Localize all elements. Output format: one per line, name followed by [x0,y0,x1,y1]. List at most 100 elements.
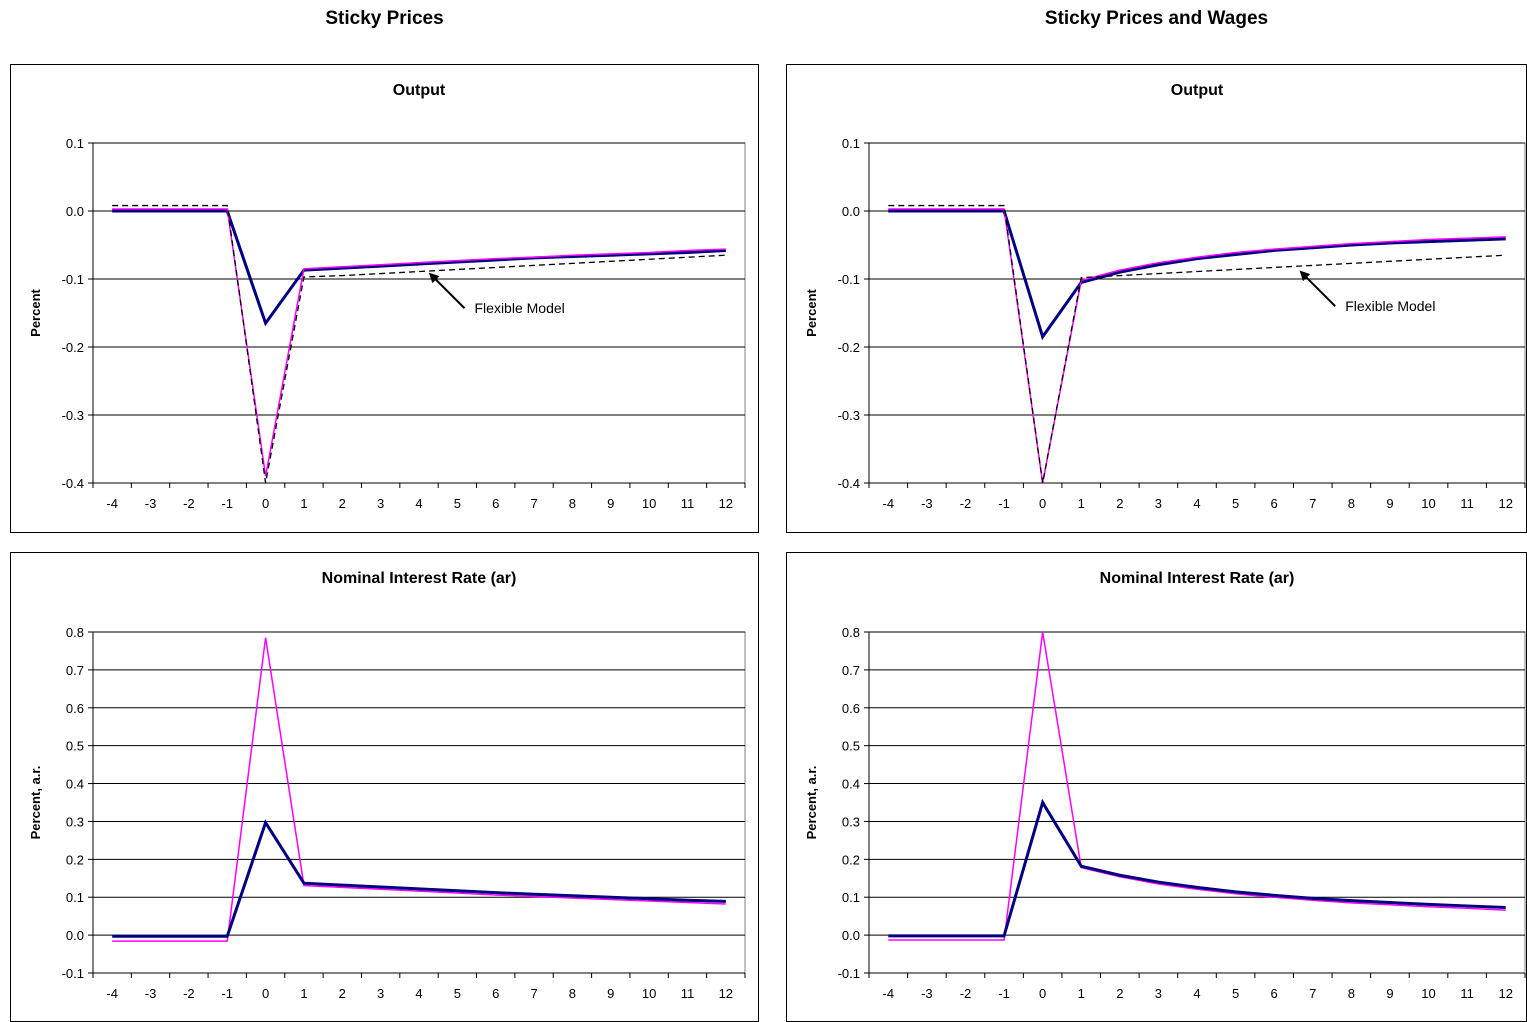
y-tick-label: 0.0 [842,928,860,943]
x-tick-label: 3 [377,986,384,1001]
x-tick-label: 8 [569,496,576,511]
x-tick-label: 5 [1232,986,1239,1001]
series-line-magenta-thin [112,208,726,477]
x-tick-label: 10 [642,986,656,1001]
y-tick-label: 0.6 [66,701,84,716]
x-tick-label: 2 [1116,496,1123,511]
x-tick-label: 5 [1232,496,1239,511]
y-axis-label: Percent [804,288,819,336]
y-axis-label: Percent, a.r. [804,766,819,840]
series-line-navy-thick [888,798,1506,938]
y-tick-label: 0.8 [66,625,84,640]
x-tick-label: 0 [262,986,269,1001]
column-title-sticky-prices-and-wages: Sticky Prices and Wages [1044,8,1269,29]
y-tick-label: 0.2 [842,852,860,867]
x-tick-label: 3 [1155,986,1162,1001]
x-tick-label: 3 [1155,496,1162,511]
y-tick-label: 0.7 [66,663,84,678]
x-tick-label: -4 [106,986,118,1001]
y-tick-label: -0.2 [62,340,84,355]
x-tick-label: -2 [183,986,195,1001]
x-tick-label: 11 [681,496,695,511]
column-title-sticky-prices: Sticky Prices [325,8,444,29]
x-tick-label: 9 [1386,496,1393,511]
x-tick-label: 10 [1421,496,1435,511]
chart-frame [10,552,759,1022]
x-tick-label: -1 [998,496,1010,511]
x-tick-label: 9 [607,496,614,511]
series-line-navy-thick [112,819,726,938]
x-tick-label: 11 [1460,986,1474,1001]
x-tick-label: 12 [719,986,733,1001]
x-tick-label: 5 [454,496,461,511]
annotation-arrow [1299,270,1336,307]
x-tick-label: -4 [883,986,895,1001]
x-tick-label: 8 [1348,986,1355,1001]
series-line-navy-thick [112,209,726,327]
y-tick-label: 0.5 [66,739,84,754]
x-tick-label: -3 [145,496,157,511]
x-tick-label: 2 [1116,986,1123,1001]
chart-interest-rate-sticky-prices-and-wages: Nominal Interest Rate (ar) 0.8 0.7 0.6 0.5 0.… [786,552,1527,1022]
x-tick-label: 8 [569,986,576,1001]
x-tick-label: 5 [454,986,461,1001]
y-tick-label: 0.4 [66,777,84,792]
x-tick-label: 4 [415,986,422,1001]
y-tick-label: 0.8 [842,625,860,640]
y-tick-label: -0.4 [62,476,84,491]
x-tick-label: 12 [719,496,733,511]
x-tick-label: 1 [1078,986,1085,1001]
x-tick-label: -1 [998,986,1010,1001]
x-tick-label: -4 [106,496,118,511]
y-tick-label: 0.2 [66,852,84,867]
y-tick-label: 0.0 [66,928,84,943]
y-tick-label: 0.6 [842,701,860,716]
x-tick-label: -2 [960,496,972,511]
x-tick-label: 7 [530,986,537,1001]
y-tick-label: 0.4 [842,777,860,792]
x-tick-label: 6 [492,496,499,511]
series-line-magenta-thin [888,208,1506,484]
y-tick-label: 0.1 [66,136,84,151]
y-tick-label: 0.0 [842,204,860,219]
x-tick-label: 0 [1039,496,1046,511]
x-tick-label: 0 [262,496,269,511]
y-tick-label: -0.1 [62,966,84,981]
x-tick-label: -3 [921,986,933,1001]
x-tick-label: -4 [883,496,895,511]
x-tick-label: 6 [1271,496,1278,511]
y-tick-label: -0.4 [838,476,860,491]
x-tick-label: 12 [1498,496,1512,511]
series-line-black-dashed [888,204,1506,484]
x-tick-label: 4 [415,496,422,511]
y-tick-label: 0.3 [842,814,860,829]
series-line-black-dashed [112,204,726,484]
x-tick-label: 7 [530,496,537,511]
x-tick-label: -1 [221,986,233,1001]
x-tick-label: 4 [1193,986,1200,1001]
series-line-magenta-thin [112,637,726,942]
y-tick-label: -0.1 [62,272,84,287]
x-tick-label: 3 [377,496,384,511]
chart-title: Nominal Interest Rate (ar) [1100,570,1295,587]
y-tick-label: 0.0 [66,204,84,219]
y-axis-label: Percent [28,288,43,336]
y-tick-label: 0.7 [842,663,860,678]
chart-title: Output [1171,82,1224,99]
x-tick-label: -3 [145,986,157,1001]
x-tick-label: 1 [1078,496,1085,511]
y-tick-label: -0.3 [838,408,860,423]
x-tick-label: 6 [492,986,499,1001]
y-tick-label: -0.2 [838,340,860,355]
annotation-label: Flexible Model [1345,298,1435,314]
y-axis-label: Percent, a.r. [28,766,43,840]
y-tick-label: 0.1 [842,890,860,905]
x-tick-label: 6 [1271,986,1278,1001]
x-tick-label: 1 [300,496,307,511]
chart-frame [10,64,759,533]
x-tick-label: 2 [339,986,346,1001]
x-tick-label: -3 [921,496,933,511]
chart-title: Output [393,82,446,99]
